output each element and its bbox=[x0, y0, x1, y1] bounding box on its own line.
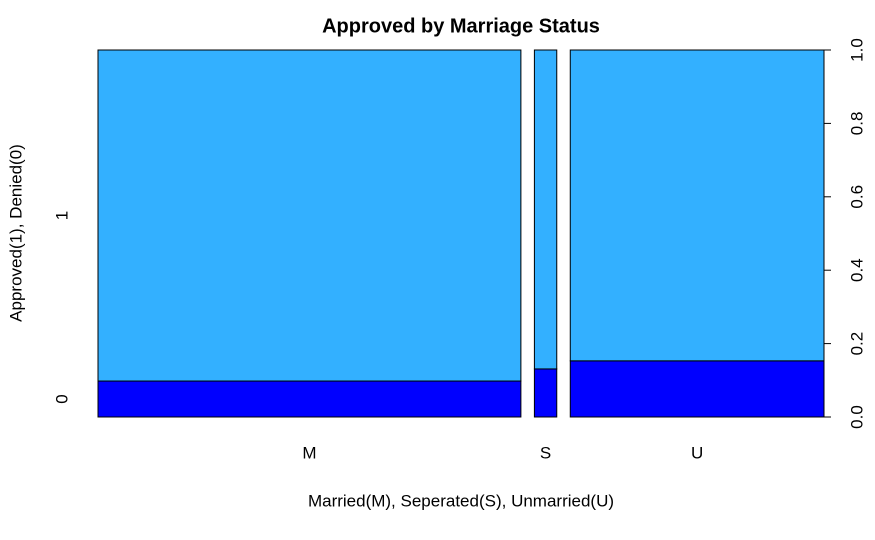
bar-segment bbox=[97, 49, 522, 382]
y-tick-label: 0.0 bbox=[847, 405, 866, 429]
y-category-label: 0 bbox=[52, 394, 71, 403]
chart-title: Approved by Marriage Status bbox=[322, 15, 600, 37]
bar-segment bbox=[569, 360, 825, 418]
x-axis-label: Married(M), Seperated(S), Unmarried(U) bbox=[308, 491, 614, 510]
y-tick-label: 1.0 bbox=[847, 38, 866, 62]
y-tick-label: 0.6 bbox=[847, 185, 866, 209]
y-axis-label: Approved(1), Denied(0) bbox=[6, 144, 25, 322]
bar-segment bbox=[569, 49, 825, 362]
y-category-label: 1 bbox=[52, 211, 71, 220]
y-tick-label: 0.2 bbox=[847, 332, 866, 356]
x-tick-label: S bbox=[540, 443, 551, 462]
x-tick-label: M bbox=[302, 443, 316, 462]
y-tick-label: 0.4 bbox=[847, 258, 866, 282]
bar-segment bbox=[533, 368, 558, 418]
x-tick-label: U bbox=[691, 443, 703, 462]
y-tick-label: 0.8 bbox=[847, 112, 866, 136]
bar-segment bbox=[97, 380, 522, 418]
bar-segment bbox=[533, 49, 558, 370]
